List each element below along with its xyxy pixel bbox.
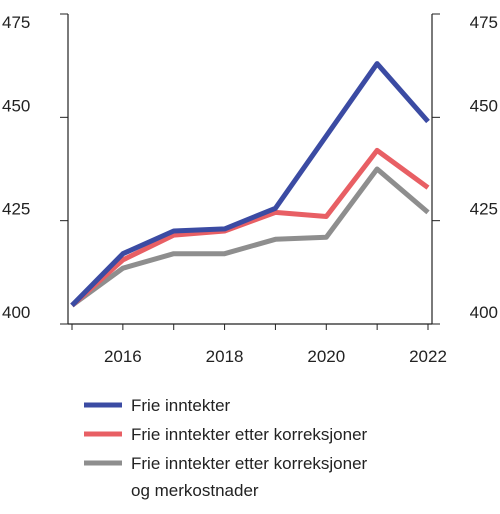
y-tick-label-left: 400 [2,303,30,322]
y-tick-label-left: 425 [2,200,30,219]
series-line-3 [70,166,430,308]
legend-label-2: Frie inntekter etter korreksjoner [131,425,368,444]
y-tick-label-right: 425 [470,200,498,219]
axes [67,14,433,325]
y-tick-label-right: 450 [470,96,498,115]
legend-label-1: Frie inntekter [131,396,231,415]
right-y-axis-ticks: 400 425 450 475 [432,13,498,325]
legend-label-3: Frie inntekter etter korreksjoner [131,454,368,473]
y-tick-label-right: 475 [470,13,498,32]
series-line-1 [70,61,430,308]
x-tick-label: 2022 [409,347,447,366]
series [70,61,430,308]
x-tick-label: 2016 [104,347,142,366]
y-tick-label-left: 450 [2,96,30,115]
legend: Frie inntekter Frie inntekter etter korre… [84,396,368,500]
legend-label-3: og merkostnader [131,481,259,500]
y-tick-label-right: 400 [470,303,498,322]
x-axis-ticks: 2016 2018 2020 2022 [71,324,447,366]
left-y-axis-ticks: 400 425 450 475 [2,13,68,325]
series-line-2 [70,147,430,308]
x-tick-label: 2020 [307,347,345,366]
x-tick-label: 2018 [206,347,244,366]
y-tick-label-left: 475 [2,13,30,32]
